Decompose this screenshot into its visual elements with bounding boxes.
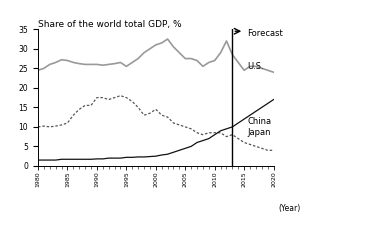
Text: Forecast: Forecast xyxy=(247,29,283,38)
Text: China: China xyxy=(247,117,271,125)
Text: (Year): (Year) xyxy=(278,204,301,213)
Text: Japan: Japan xyxy=(247,128,271,137)
Text: Share of the world total GDP, %: Share of the world total GDP, % xyxy=(38,20,182,29)
Text: U.S.: U.S. xyxy=(247,62,264,71)
